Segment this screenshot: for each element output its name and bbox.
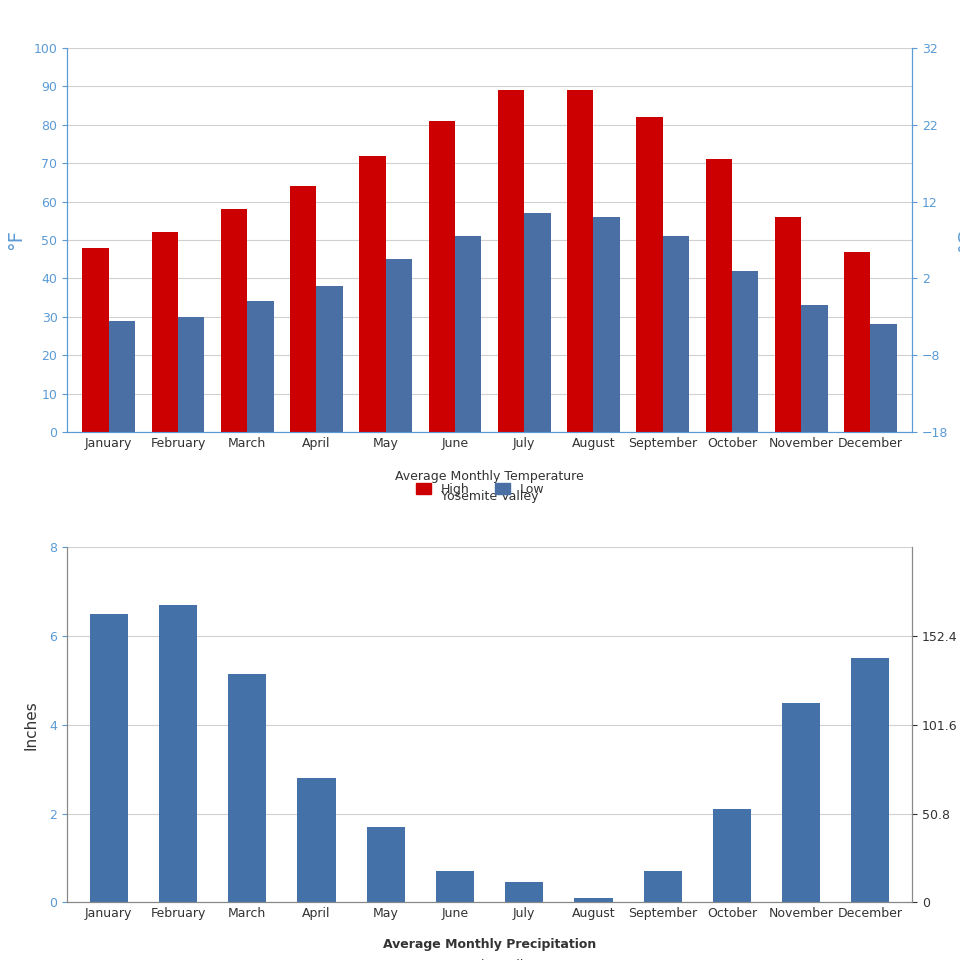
- Bar: [852, 659, 890, 902]
- Bar: [221, 209, 248, 432]
- Bar: [178, 317, 204, 432]
- Bar: [108, 321, 135, 432]
- Bar: [567, 90, 593, 432]
- Bar: [524, 213, 550, 432]
- Text: Yosemite Valley: Yosemite Valley: [441, 490, 539, 503]
- Bar: [775, 217, 802, 432]
- Bar: [359, 156, 386, 432]
- Bar: [713, 809, 751, 902]
- Y-axis label: °F: °F: [7, 229, 25, 251]
- Bar: [159, 605, 197, 902]
- Bar: [636, 117, 662, 432]
- Bar: [436, 872, 474, 902]
- Bar: [706, 159, 732, 432]
- Bar: [643, 872, 682, 902]
- Bar: [782, 703, 820, 902]
- Bar: [317, 286, 343, 432]
- Bar: [152, 232, 178, 432]
- Bar: [662, 236, 689, 432]
- Bar: [802, 305, 828, 432]
- Bar: [429, 121, 455, 432]
- Bar: [298, 778, 336, 902]
- Y-axis label: Inches: Inches: [23, 700, 38, 750]
- Text: Average Monthly Temperature: Average Monthly Temperature: [396, 470, 584, 484]
- Bar: [498, 90, 524, 432]
- Bar: [505, 882, 543, 902]
- Bar: [844, 252, 871, 432]
- Bar: [732, 271, 758, 432]
- Bar: [290, 186, 317, 432]
- Text: Average Monthly Precipitation: Average Monthly Precipitation: [383, 938, 596, 951]
- Bar: [386, 259, 412, 432]
- Bar: [871, 324, 897, 432]
- Bar: [83, 248, 108, 432]
- Bar: [89, 613, 128, 902]
- Legend: High, Low: High, Low: [410, 477, 550, 502]
- Bar: [574, 898, 612, 902]
- Y-axis label: °C: °C: [956, 228, 960, 252]
- Bar: [248, 301, 274, 432]
- Bar: [455, 236, 481, 432]
- Bar: [593, 217, 620, 432]
- Bar: [228, 674, 266, 902]
- Bar: [367, 827, 405, 902]
